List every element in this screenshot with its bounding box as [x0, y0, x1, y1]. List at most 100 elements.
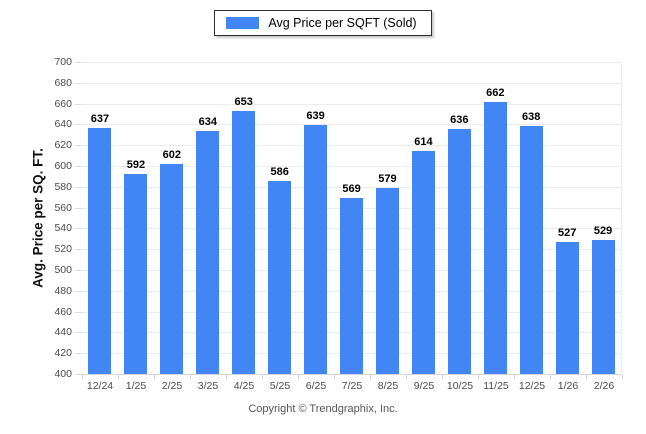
- y-tick-label: 660: [54, 97, 72, 110]
- bar: [375, 187, 399, 374]
- x-tick-mark: [262, 375, 263, 379]
- bar-value-label: 639: [306, 110, 325, 123]
- x-tick-mark: [514, 375, 515, 379]
- x-tick-label: 6/25: [305, 380, 327, 392]
- y-tick-label: 420: [54, 347, 72, 360]
- gridline: [82, 103, 621, 105]
- bar-value-label: 614: [414, 136, 433, 149]
- y-tick-dash: [75, 374, 82, 375]
- legend: Avg Price per SQFT (Sold): [0, 10, 646, 36]
- x-tick-mark: [478, 375, 479, 379]
- x-tick-mark: [118, 375, 119, 379]
- bars: 637 592 602 634 653 586 639 569 579 614 636 662 638 5…: [82, 62, 621, 374]
- x-tick-label: 1/26: [557, 380, 579, 392]
- y-tick-dash: [75, 207, 82, 209]
- bar-slot: 579: [370, 62, 406, 374]
- bar-slot: 529: [585, 62, 621, 374]
- y-tick-label: 500: [54, 264, 72, 276]
- y-tick-label: 700: [54, 56, 72, 68]
- x-tick-mark: [190, 375, 191, 379]
- x-tick-mark: [622, 375, 623, 379]
- gridline: [82, 82, 621, 84]
- gridline: [82, 62, 621, 63]
- bar-slot: 527: [549, 62, 585, 374]
- y-tick-dash: [75, 62, 82, 63]
- x-tick-label: 2/26: [593, 380, 615, 392]
- bar: [304, 125, 328, 374]
- bar-value-label: 569: [342, 183, 361, 196]
- y-tick-label: 540: [54, 222, 72, 235]
- x-axis-tickmarks: [82, 374, 623, 379]
- gridline: [82, 124, 621, 126]
- bar-slot: 636: [441, 62, 477, 374]
- bar-value-label: 636: [450, 113, 469, 126]
- x-tick-label: 12/24: [86, 380, 114, 392]
- bar-slot: 653: [226, 62, 262, 374]
- y-tick-label: 560: [54, 201, 72, 214]
- x-tick-mark: [154, 375, 155, 379]
- x-tick-mark: [226, 375, 227, 379]
- y-tick-label: 620: [54, 139, 72, 152]
- x-tick-label: 1/25: [125, 380, 147, 392]
- bar-slot: 639: [298, 62, 334, 374]
- legend-swatch: [226, 17, 260, 29]
- bar: [196, 130, 220, 374]
- x-tick-mark: [442, 375, 443, 379]
- y-tick-dash: [75, 290, 82, 292]
- y-tick-label: 480: [54, 284, 72, 297]
- bar: [160, 163, 184, 374]
- y-tick-label: 580: [54, 180, 72, 193]
- bar-value-label: 637: [90, 112, 110, 125]
- x-tick-mark: [298, 375, 299, 379]
- legend-label: Avg Price per SQFT (Sold): [268, 16, 417, 30]
- plot-area: 400 420 440 460 480 500 520 540 560 580 600 620 640 6…: [54, 56, 622, 380]
- bar-slot: 592: [118, 62, 154, 374]
- bar-slot: 614: [405, 62, 441, 374]
- y-tick-label: 520: [54, 243, 72, 256]
- gridline: [82, 166, 621, 167]
- gridline: [82, 145, 621, 147]
- bar-slot: 602: [154, 62, 190, 374]
- y-tick-dash: [75, 145, 82, 147]
- y-tick-dash: [75, 270, 82, 271]
- bar-slot: 586: [262, 62, 298, 374]
- copyright: Copyright © Trendgraphix, Inc.: [248, 403, 398, 415]
- y-tick-dash: [75, 124, 82, 126]
- bar: [591, 239, 615, 374]
- y-tick-label: 400: [54, 368, 72, 380]
- y-tick-label: 640: [54, 118, 72, 131]
- bar-slot: 569: [334, 62, 370, 374]
- bar: [555, 241, 579, 374]
- y-tick-label: 680: [54, 76, 72, 89]
- y-tick-dash: [75, 353, 82, 355]
- x-tick-label: 12/25: [518, 380, 546, 392]
- y-tick-label: 460: [54, 305, 72, 318]
- y-tick-dash: [75, 228, 82, 230]
- bar-value-label: 527: [557, 226, 577, 239]
- bar-slot: 662: [477, 62, 513, 374]
- x-tick-mark: [406, 375, 407, 379]
- bar-slot: 637: [82, 62, 118, 374]
- y-tick-dash: [75, 311, 82, 313]
- y-tick-dash: [75, 82, 82, 84]
- bar-slot: 638: [513, 62, 549, 374]
- bar: [411, 151, 435, 374]
- bar: [447, 128, 471, 374]
- bar: [232, 110, 256, 374]
- bar-value-label: 592: [126, 159, 146, 172]
- x-tick-mark: [586, 375, 587, 379]
- bar: [340, 198, 364, 374]
- bar-value-label: 634: [198, 115, 217, 128]
- gridline: [82, 374, 621, 375]
- legend-box: Avg Price per SQFT (Sold): [214, 10, 432, 36]
- bar-value-label: 662: [486, 86, 505, 99]
- x-tick-label: 2/25: [161, 380, 183, 392]
- x-tick-label: 7/25: [341, 380, 363, 392]
- bar-value-label: 529: [593, 224, 613, 237]
- bar: [124, 174, 148, 374]
- x-tick-label: 5/25: [269, 380, 291, 392]
- x-tick-mark: [334, 375, 335, 379]
- y-tick-dash: [75, 103, 82, 105]
- y-tick-label: 440: [54, 326, 72, 339]
